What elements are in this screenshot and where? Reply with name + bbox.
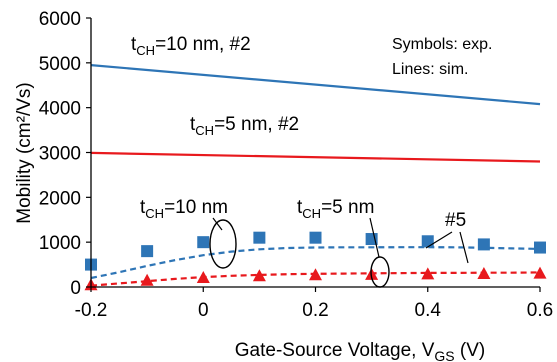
data-point-square bbox=[141, 245, 154, 258]
data-point-triangle bbox=[140, 273, 154, 286]
x-tick-label: 0.6 bbox=[527, 300, 553, 321]
data-point-square bbox=[197, 236, 210, 249]
circle-highlight-blue bbox=[209, 219, 237, 269]
data-point-square bbox=[253, 231, 266, 244]
data-point-triangle bbox=[196, 271, 210, 283]
y-tick-label: 0 bbox=[70, 278, 81, 299]
y-tick-label: 5000 bbox=[39, 54, 81, 75]
y-tick-label: 3000 bbox=[39, 144, 81, 165]
legend-note-symbols: Symbols: exp. bbox=[392, 36, 492, 53]
y-tick-label: 1000 bbox=[39, 233, 81, 254]
data-point-square bbox=[309, 231, 322, 244]
data-point-triangle bbox=[421, 267, 435, 280]
x-axis-label: Gate-Source Voltage, VGS (V) bbox=[235, 340, 485, 362]
data-point-square bbox=[477, 238, 490, 251]
callout-line-ref-red bbox=[459, 231, 469, 264]
y-tick-label: 6000 bbox=[39, 9, 81, 30]
plot-area bbox=[84, 64, 547, 291]
y-tick-label: 2000 bbox=[39, 188, 81, 209]
x-tick-label: -0.2 bbox=[75, 300, 108, 321]
data-point-triangle bbox=[477, 267, 491, 279]
ref-label: #5 bbox=[445, 210, 466, 231]
data-point-square bbox=[421, 235, 434, 248]
red-sim-label: tCH=5 nm, #2 bbox=[190, 114, 299, 138]
x-tick-label: 0.4 bbox=[415, 300, 442, 321]
x-tick-label: 0.2 bbox=[302, 300, 328, 321]
callout-line-ref-blue bbox=[425, 231, 453, 249]
callout-line-red bbox=[369, 217, 380, 258]
circle-highlight-red bbox=[370, 256, 390, 288]
red-exp-label: tCH=5 nm bbox=[297, 197, 374, 221]
data-point-triangle bbox=[252, 269, 266, 282]
blue-exp-label: tCH=10 nm bbox=[140, 197, 228, 221]
series-line bbox=[90, 64, 541, 106]
data-point-square bbox=[534, 241, 546, 254]
data-point-triangle bbox=[309, 268, 322, 281]
callout-line-blue bbox=[212, 217, 223, 231]
x-tick-label: 0 bbox=[198, 300, 209, 321]
y-axis-label: Mobility (cm²/Vs) bbox=[14, 82, 35, 223]
y-tick-label: 4000 bbox=[39, 99, 81, 120]
blue-sim-label: tCH=10 nm, #2 bbox=[131, 34, 251, 58]
legend-note-lines: Lines: sim. bbox=[392, 61, 468, 78]
series-line bbox=[90, 151, 541, 163]
data-point-triangle bbox=[533, 266, 547, 279]
